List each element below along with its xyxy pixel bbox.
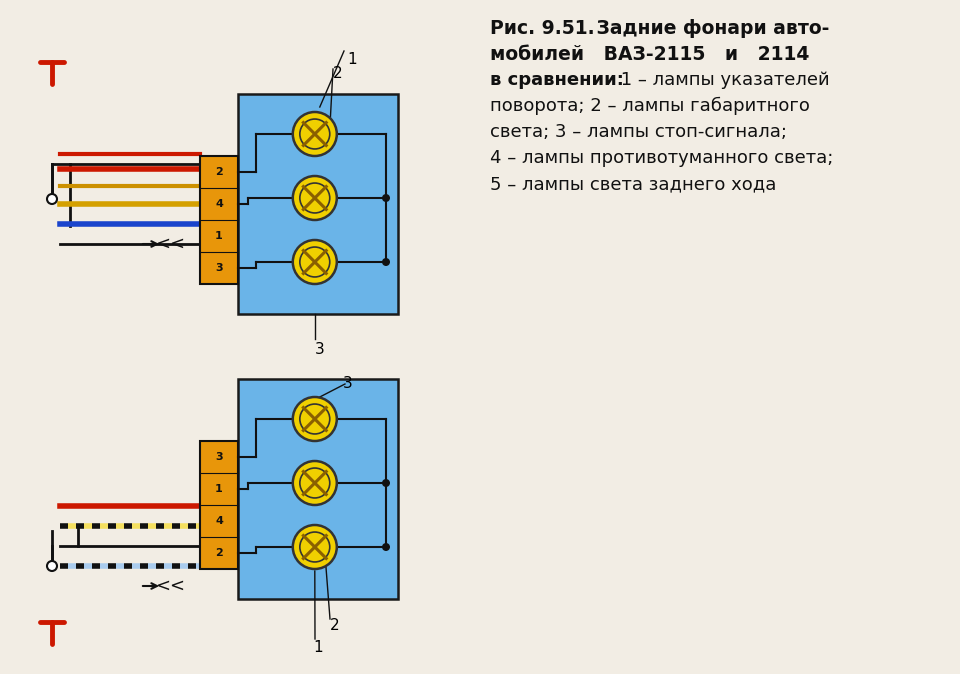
Text: 1: 1 [215,231,223,241]
Circle shape [47,561,57,571]
Text: поворота; 2 – лампы габаритного: поворота; 2 – лампы габаритного [490,97,810,115]
Circle shape [382,258,390,266]
Text: 4: 4 [215,516,223,526]
Text: света; 3 – лампы стоп-сигнала;: света; 3 – лампы стоп-сигнала; [490,123,787,141]
Text: 5 – лампы света заднего хода: 5 – лампы света заднего хода [490,175,777,193]
Bar [200,156,238,284]
Circle shape [47,194,57,204]
Text: в сравнении:: в сравнении: [490,71,624,89]
Circle shape [382,194,390,202]
Circle shape [293,176,337,220]
Text: мобилей   ВАЗ-2115   и   2114: мобилей ВАЗ-2115 и 2114 [490,45,809,64]
Bar [238,94,398,314]
Circle shape [293,397,337,441]
Circle shape [293,112,337,156]
Bar [238,379,398,599]
Text: 3: 3 [215,452,223,462]
Text: Задние фонари авто-: Задние фонари авто- [590,19,829,38]
Circle shape [382,543,390,551]
Text: 2: 2 [330,619,340,634]
Text: 1 – лампы указателей: 1 – лампы указателей [615,71,829,89]
Text: 1: 1 [313,640,323,654]
Text: Рис. 9.51.: Рис. 9.51. [490,19,594,38]
Text: 1: 1 [348,51,357,67]
Text: 3: 3 [215,263,223,273]
Text: 2: 2 [215,167,223,177]
Text: <<: << [155,235,185,253]
Circle shape [382,479,390,487]
Text: 1: 1 [215,484,223,494]
Circle shape [293,525,337,569]
Circle shape [293,240,337,284]
Text: 2: 2 [215,548,223,558]
Bar [200,441,238,569]
Text: 3: 3 [343,377,353,392]
Text: 3: 3 [315,342,324,357]
Text: 4: 4 [215,199,223,209]
Text: <<: << [155,577,185,595]
Text: 4 – лампы противотуманного света;: 4 – лампы противотуманного света; [490,149,833,167]
Text: 2: 2 [333,67,343,82]
Circle shape [293,461,337,505]
